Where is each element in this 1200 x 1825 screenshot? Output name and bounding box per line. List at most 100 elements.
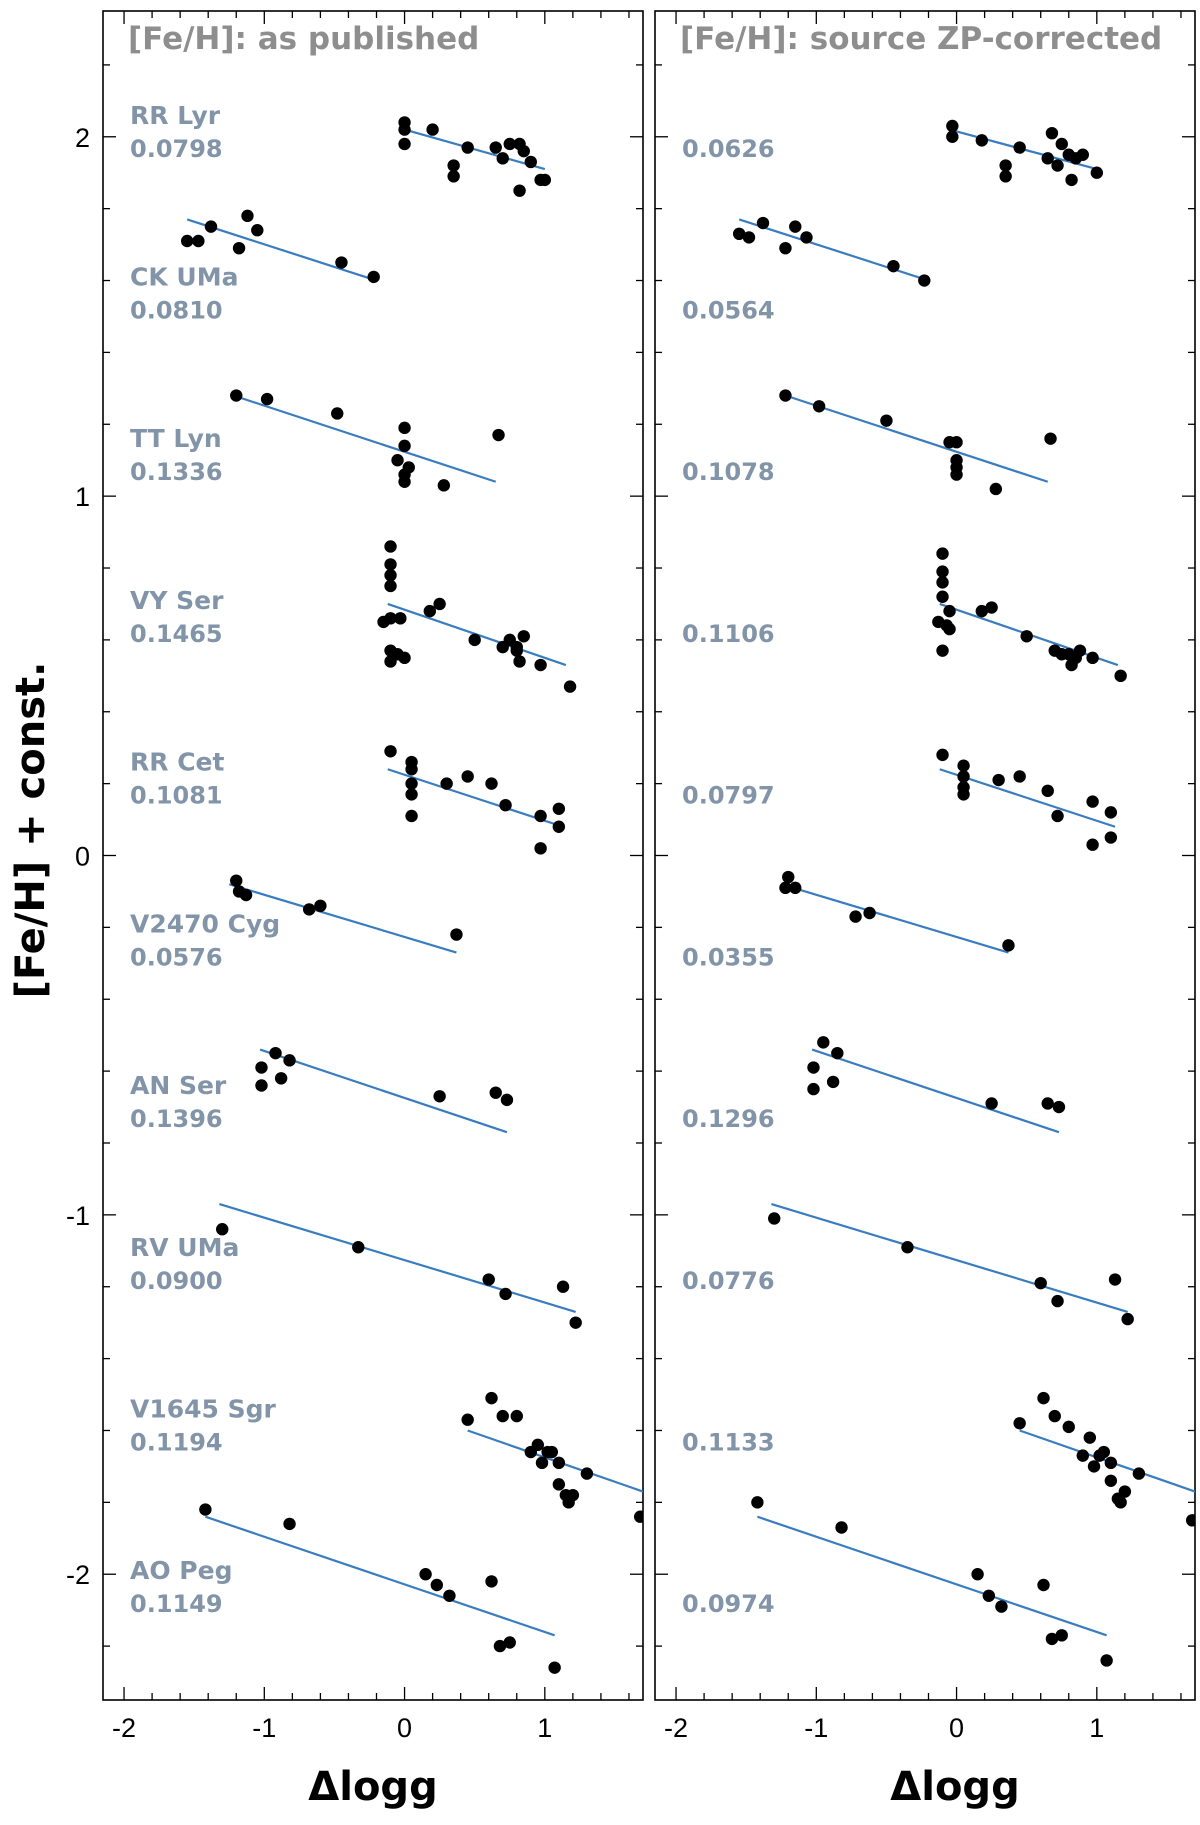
data-point — [510, 1409, 523, 1423]
data-point — [1104, 1474, 1118, 1487]
data-point — [779, 389, 792, 402]
scatter-value-label: 0.1106 — [682, 620, 775, 648]
x-tick-label: 1 — [537, 1713, 552, 1743]
data-point — [500, 1093, 514, 1107]
data-point — [180, 234, 194, 248]
data-point — [1048, 1409, 1061, 1423]
data-point — [950, 468, 963, 481]
data-point — [1104, 831, 1118, 844]
data-point — [826, 1075, 840, 1089]
series-rr-cet — [384, 745, 566, 855]
scatter-value-label: 0.1133 — [682, 1428, 775, 1456]
series-ck-uma — [732, 216, 931, 287]
data-point — [936, 644, 949, 657]
data-point — [782, 870, 795, 884]
data-point — [517, 144, 530, 158]
star-name-label: CK UMa — [130, 262, 238, 291]
data-point — [1051, 809, 1064, 823]
data-point — [510, 640, 523, 654]
data-point — [985, 1097, 998, 1110]
data-point — [989, 482, 1003, 496]
data-point — [384, 540, 397, 553]
series-v2470-cyg — [228, 874, 463, 954]
series-rr-lyr — [946, 119, 1104, 187]
data-point — [957, 788, 970, 801]
scatter-value-label: 0.0798 — [130, 135, 223, 163]
data-point — [199, 1503, 212, 1516]
series-tt-lyn — [779, 389, 1057, 496]
data-point — [283, 1517, 296, 1531]
data-point — [534, 658, 547, 672]
data-point — [1090, 166, 1104, 179]
data-point — [1045, 126, 1059, 140]
data-point — [485, 1575, 498, 1588]
data-point — [517, 630, 530, 643]
scatter-value-label: 0.0355 — [682, 943, 775, 971]
y-tick-label: 0 — [75, 842, 90, 872]
data-point — [534, 809, 547, 823]
data-point — [430, 1578, 444, 1592]
panel-zp-corrected: -2 -1 0 1 [Fe/H]: source ZP-corrected 0.0626 0… — [654, 10, 1196, 1743]
data-point — [807, 1061, 820, 1074]
data-point — [398, 651, 411, 665]
x-tick-label: -2 — [112, 1713, 136, 1743]
data-point — [562, 1496, 575, 1509]
data-point — [241, 209, 254, 223]
data-point — [975, 604, 989, 618]
data-point — [936, 565, 949, 578]
data-point — [1086, 838, 1099, 851]
data-point — [534, 842, 547, 855]
data-point — [489, 1086, 502, 1099]
data-point — [971, 1568, 984, 1581]
data-point — [485, 777, 498, 790]
data-point — [1065, 173, 1078, 187]
data-point — [1114, 1496, 1127, 1509]
scatter-value-label: 0.0626 — [682, 135, 775, 163]
data-point — [1086, 795, 1099, 808]
data-point — [394, 612, 407, 625]
data-point — [1013, 1417, 1026, 1430]
data-point — [503, 137, 516, 151]
data-point — [496, 1409, 509, 1423]
fit-line — [780, 883, 1009, 954]
data-point — [563, 680, 577, 693]
data-point — [950, 436, 963, 449]
star-name-label: V2470 Cyg — [130, 909, 280, 938]
data-point — [450, 928, 463, 941]
data-point — [230, 874, 243, 887]
data-point — [204, 220, 218, 233]
data-point — [633, 1510, 643, 1523]
data-point — [485, 1391, 498, 1405]
data-point — [398, 421, 411, 435]
scatter-value-label: 0.1149 — [130, 1590, 223, 1618]
data-point — [1013, 770, 1026, 783]
series-v2470-cyg — [779, 870, 1015, 954]
data-point — [985, 601, 998, 614]
data-point — [398, 123, 411, 136]
data-point — [239, 888, 253, 902]
data-point — [468, 633, 481, 647]
data-point — [849, 910, 862, 923]
series-ck-uma — [180, 209, 380, 284]
data-point — [489, 141, 502, 154]
data-point — [1069, 651, 1082, 665]
data-point — [352, 1241, 365, 1254]
data-point — [1100, 1654, 1113, 1667]
data-point — [999, 159, 1012, 172]
data-point — [580, 1467, 594, 1480]
data-point — [493, 1639, 507, 1653]
data-point — [1132, 1467, 1146, 1480]
data-point — [405, 809, 418, 823]
data-point — [807, 1082, 820, 1096]
data-point — [230, 389, 243, 402]
data-point — [443, 1589, 456, 1602]
data-point — [447, 170, 460, 183]
data-point — [1076, 148, 1089, 161]
data-point — [812, 400, 826, 413]
data-point — [433, 597, 446, 611]
data-point — [552, 1478, 566, 1491]
y-axis-title: [Fe/H] + const. — [8, 662, 54, 999]
data-point — [1086, 651, 1099, 665]
series-vy-ser — [932, 547, 1127, 683]
data-point — [232, 241, 246, 255]
